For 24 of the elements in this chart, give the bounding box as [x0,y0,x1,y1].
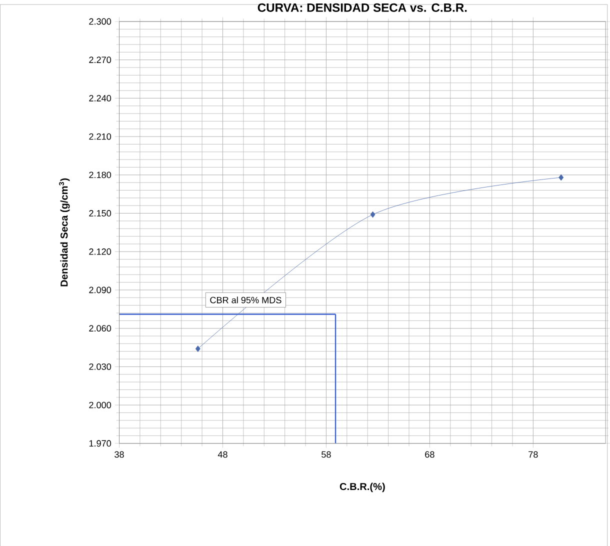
y-tick-label: 2.300 [89,18,112,25]
point [370,211,376,218]
y-tick-label: 2.000 [89,402,112,408]
point [195,345,200,352]
point [558,174,564,180]
y-tick-label: 2.090 [89,286,112,293]
y-tick-label: 2.180 [89,172,112,178]
y-tick-label: 2.210 [89,133,112,140]
x-tick-label: 48 [218,451,228,458]
y-tick-label: 2.120 [89,248,112,255]
y-axis-title: Densidad Seca (g/cm$^{3}$) [59,178,70,286]
y-tick-label: 2.270 [89,56,112,63]
chart-title: CURVA: DENSIDAD SECA vs. C.B.R. [258,3,467,12]
annotation: CBR al 95% MDS [210,296,282,304]
x-tick-label: 58 [322,451,331,458]
y-tick-label: 2.150 [89,210,112,216]
x-tick-label: 78 [528,451,538,458]
y-tick-label: 2.030 [89,363,112,370]
y-tick-label: 1.970 [89,440,112,446]
y-tick-label: 2.240 [89,94,112,102]
x-tick-label: 68 [425,451,434,458]
y-tick-label: 2.060 [89,324,112,332]
x-tick-label: 38 [114,451,124,458]
x-axis-title: C.B.R.(%) [340,482,385,492]
